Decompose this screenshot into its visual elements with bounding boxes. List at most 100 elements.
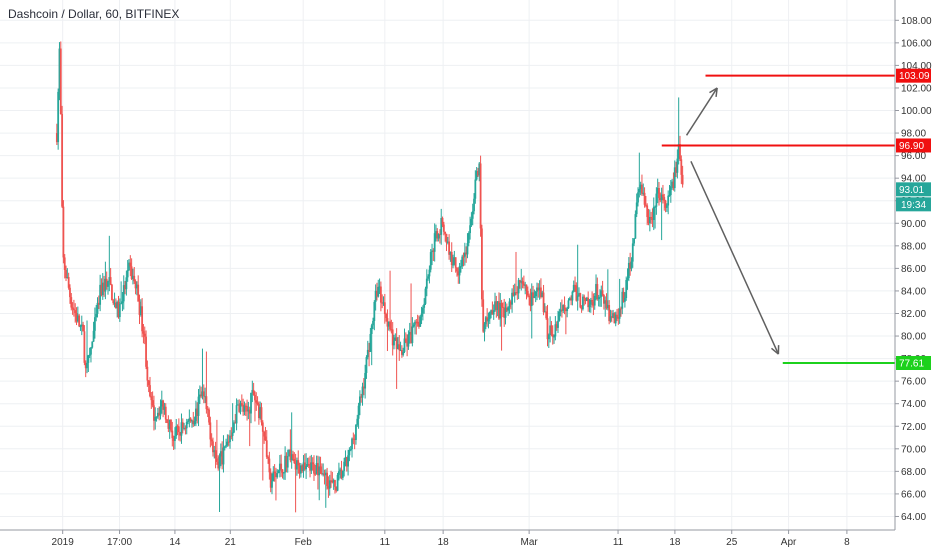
candle-body — [387, 321, 390, 327]
candle-body — [511, 292, 513, 305]
candle-body — [179, 432, 182, 436]
candle-body — [383, 302, 386, 315]
candle-body — [238, 404, 241, 412]
candle-body — [378, 286, 381, 288]
candle-body — [630, 261, 633, 269]
candle-body — [170, 419, 172, 431]
candle-body — [168, 419, 171, 429]
candle-body — [550, 325, 553, 335]
candle-body — [549, 325, 552, 335]
candle-body — [256, 402, 259, 405]
candle-body — [435, 231, 437, 234]
candle-body — [593, 295, 596, 306]
candle-body — [654, 206, 656, 208]
candle-body — [643, 192, 646, 205]
candle-body — [415, 321, 418, 323]
candle-body — [130, 266, 133, 279]
candle-body — [484, 317, 487, 325]
candle-body — [436, 231, 439, 239]
candle-body — [315, 463, 318, 474]
time-axis[interactable]: 2019 17:00 14 21 Feb 11 18 Mar 11 18 25 Apr 8 — [52, 530, 851, 548]
candle-body — [134, 281, 137, 289]
candle-body — [646, 205, 649, 218]
candle-body — [638, 188, 641, 193]
candle-body — [276, 473, 279, 478]
candle-body — [671, 181, 674, 187]
candle-body — [673, 167, 676, 189]
candle-body — [677, 144, 680, 159]
trend-arrows[interactable] — [685, 87, 780, 355]
candle-body — [97, 302, 100, 305]
candle-body — [444, 231, 447, 234]
candle-body — [88, 354, 91, 356]
candle-body — [282, 472, 285, 474]
candle-body — [310, 462, 313, 471]
candle-body — [206, 409, 209, 411]
candle-body — [145, 336, 147, 367]
candle-body — [635, 202, 638, 215]
candle-body — [104, 278, 107, 292]
candle-body — [83, 331, 86, 363]
candle-body — [568, 298, 571, 301]
candle-body — [112, 300, 115, 304]
candle-body — [143, 333, 146, 337]
trend-arrow-shaft[interactable] — [685, 87, 718, 136]
candle-body — [564, 309, 567, 312]
candle-body — [614, 314, 617, 324]
candle-body — [150, 396, 153, 401]
price-tick-label: 86.00 — [901, 264, 926, 275]
candle-body — [529, 297, 532, 307]
candle-body — [61, 114, 63, 207]
candle-body — [122, 285, 125, 302]
candle-body — [201, 391, 204, 397]
candle-body — [177, 426, 180, 433]
candle-body — [151, 400, 154, 406]
candle-body — [589, 299, 592, 305]
candle-body — [219, 451, 222, 457]
candle-body — [355, 424, 357, 440]
candle-body — [293, 458, 296, 464]
candle-body — [508, 301, 511, 308]
level-badge-label: 103.09 — [899, 71, 930, 82]
candle-body — [124, 285, 126, 290]
candle-body — [261, 422, 264, 432]
grid — [0, 0, 895, 530]
candle-body — [437, 234, 440, 239]
candle-body — [347, 455, 349, 467]
candle-body — [587, 297, 590, 308]
price-tick-label: 74.00 — [901, 399, 926, 410]
candle-body — [284, 455, 287, 473]
candle-body — [298, 465, 301, 474]
candle-body — [297, 460, 300, 466]
candle-body — [482, 299, 485, 332]
time-tick-label: 11 — [613, 537, 624, 548]
candle-body — [665, 205, 668, 208]
candle-body — [650, 216, 653, 219]
price-tick-label: 68.00 — [901, 467, 926, 478]
candle-body — [285, 455, 288, 468]
candle-body — [242, 404, 245, 412]
price-tick-label: 98.00 — [901, 129, 926, 140]
candle-body — [260, 407, 263, 423]
candle-body — [142, 331, 145, 334]
candle-body — [63, 257, 66, 270]
trend-arrow-shaft[interactable] — [690, 160, 780, 355]
candle-body — [92, 330, 95, 342]
candle-body — [146, 366, 149, 381]
candle-body — [159, 406, 162, 416]
horizontal-levels[interactable] — [661, 74, 895, 364]
candle-body — [532, 292, 534, 298]
candle-body — [382, 302, 385, 304]
candle-body — [536, 287, 538, 292]
candle-body — [561, 309, 563, 311]
candle-body — [217, 461, 220, 469]
candle-body — [174, 435, 176, 441]
candle-body — [648, 216, 651, 224]
candle-body — [191, 420, 193, 422]
candle-body — [418, 323, 420, 327]
candle-body — [576, 295, 579, 301]
time-tick-label: 25 — [726, 537, 738, 548]
candle-body — [553, 336, 555, 338]
